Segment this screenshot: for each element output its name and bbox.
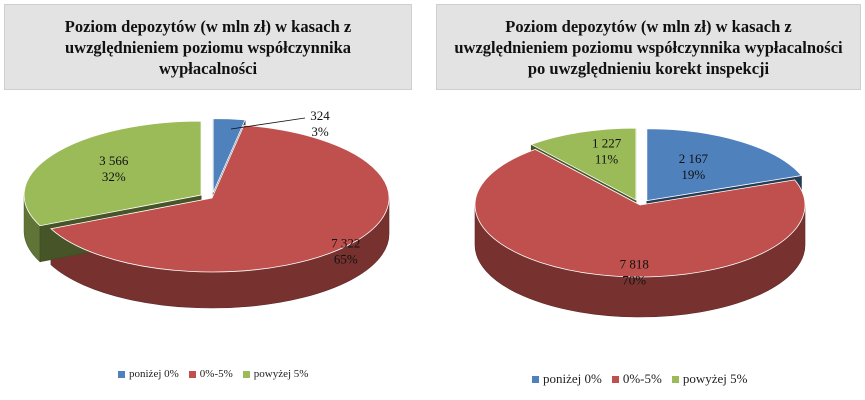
chart-left: Poziom depozytów (w mln zł) w kasach z u… — [0, 0, 418, 400]
legend-swatch-blue — [532, 375, 539, 383]
legend-label: powyżej 5% — [682, 371, 748, 386]
data-label-percent: 32% — [102, 169, 126, 184]
pie-slice — [50, 124, 390, 273]
legend-swatch-green — [242, 370, 250, 378]
chart-title: Poziom depozytów (w mln zł) w kasach z u… — [4, 4, 412, 90]
pie-slice — [646, 128, 803, 202]
data-label-percent: 3% — [311, 124, 329, 139]
data-label-percent: 65% — [334, 251, 358, 266]
data-label-value: 2 167 — [679, 151, 709, 166]
data-label-value: 7 322 — [331, 235, 360, 250]
legend-label: 0%-5% — [622, 371, 662, 386]
legend-label: powyżej 5% — [253, 368, 309, 380]
data-label-value: 7 818 — [620, 257, 649, 272]
legend-label: poniżej 0% — [129, 368, 179, 380]
legend-swatch-red — [188, 370, 196, 378]
legend: poniżej 0% 0%-5% powyżej 5% — [532, 371, 747, 387]
data-label-percent: 19% — [681, 167, 705, 182]
legend-item-below-0: poniżej 0% — [118, 368, 179, 380]
legend-item-above-5: powyżej 5% — [671, 371, 748, 387]
legend: poniżej 0% 0%-5% powyżej 5% — [118, 368, 308, 380]
legend-item-above-5: powyżej 5% — [242, 368, 309, 380]
data-label-value: 3 566 — [99, 153, 129, 168]
legend-swatch-blue — [118, 370, 125, 378]
legend-item-below-0: poniżej 0% — [532, 371, 602, 387]
data-label-value: 324 — [310, 108, 330, 123]
leader-line — [230, 117, 306, 130]
legend-item-0-5: 0%-5% — [188, 368, 233, 380]
legend-item-0-5: 0%-5% — [611, 371, 662, 387]
pie-slice — [474, 148, 806, 278]
data-label-percent: 11% — [595, 151, 619, 166]
legend-swatch-green — [671, 375, 679, 383]
legend-swatch-red — [611, 375, 619, 383]
chart-title: Poziom depozytów (w mln zł) w kasach z u… — [436, 4, 861, 90]
pie-slice — [530, 127, 637, 201]
legend-label: 0%-5% — [199, 368, 233, 380]
pie-slice — [212, 118, 246, 193]
data-label-percent: 70% — [622, 273, 646, 288]
legend-label: poniżej 0% — [543, 371, 602, 386]
data-label-value: 1 227 — [592, 135, 622, 150]
pie-slice — [23, 120, 202, 227]
chart-right: Poziom depozytów (w mln zł) w kasach z u… — [432, 0, 865, 400]
